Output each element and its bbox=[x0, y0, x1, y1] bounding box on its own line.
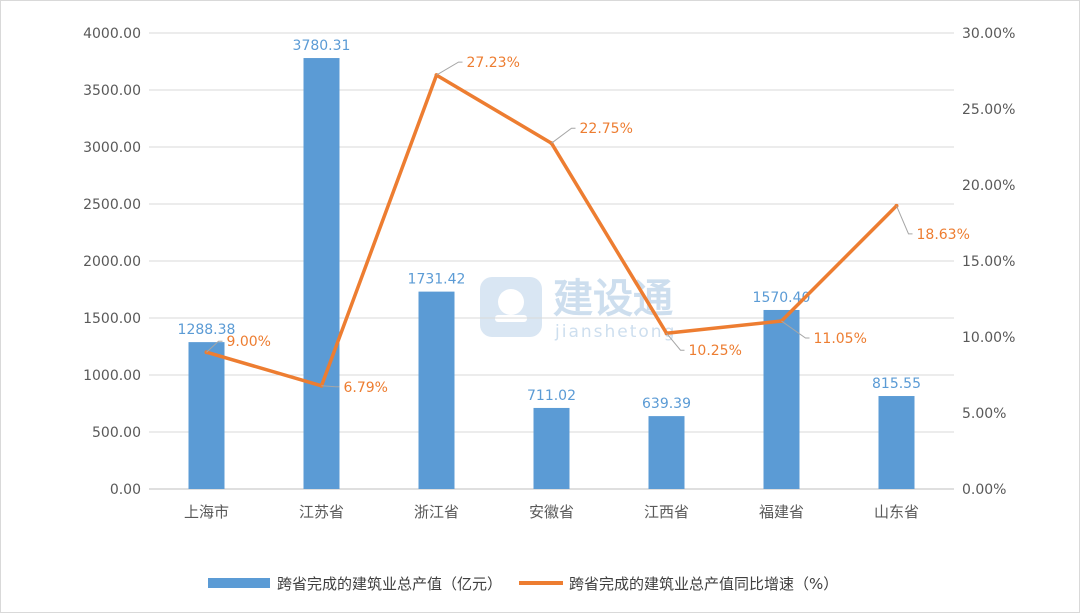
legend: 跨省完成的建筑业总产值（亿元） 跨省完成的建筑业总产值同比增速（%） bbox=[208, 575, 838, 593]
y-right-tick-label: 30.00% bbox=[962, 26, 1015, 42]
line-data-label: 22.75% bbox=[580, 121, 633, 137]
line-data-label: 18.63% bbox=[917, 227, 970, 243]
bar bbox=[648, 416, 685, 489]
x-tick-label: 江西省 bbox=[644, 503, 689, 521]
x-tick-label: 上海市 bbox=[184, 503, 229, 521]
y-right-tick-label: 15.00% bbox=[962, 254, 1015, 270]
y-right-tick-label: 20.00% bbox=[962, 178, 1015, 194]
y-axis-right: 0.00% 5.00% 10.00% 15.00% 20.00% 25.00% 30.00% bbox=[962, 26, 1015, 498]
watermark-sub: jianshetong bbox=[554, 322, 676, 342]
bar bbox=[878, 396, 915, 489]
line-label-leader bbox=[781, 320, 810, 339]
y-left-tick-label: 500.00 bbox=[92, 425, 141, 441]
watermark-helmet-icon bbox=[498, 289, 524, 315]
line-data-label: 11.05% bbox=[814, 331, 867, 347]
y-left-tick-label: 1500.00 bbox=[83, 311, 141, 327]
x-tick-label: 安徽省 bbox=[529, 503, 574, 521]
line-label-leader bbox=[666, 332, 685, 351]
bar-data-label: 639.39 bbox=[642, 396, 691, 412]
line-label-leader bbox=[551, 127, 576, 144]
y-left-tick-label: 0.00 bbox=[110, 482, 141, 498]
line-label-leader bbox=[896, 205, 913, 235]
line-data-label: 9.00% bbox=[227, 334, 271, 350]
bar bbox=[418, 291, 455, 489]
y-left-tick-label: 3500.00 bbox=[83, 83, 141, 99]
legend-line-label: 跨省完成的建筑业总产值同比增速（%） bbox=[569, 575, 838, 593]
y-left-tick-label: 2000.00 bbox=[83, 254, 141, 270]
x-tick-label: 江苏省 bbox=[299, 503, 344, 521]
line-data-label: 6.79% bbox=[344, 380, 388, 396]
bar-data-label: 815.55 bbox=[872, 376, 921, 392]
watermark-brand: 建设通 bbox=[553, 276, 673, 322]
y-right-tick-label: 10.00% bbox=[962, 330, 1015, 346]
legend-bar-swatch bbox=[208, 578, 270, 588]
bar bbox=[763, 309, 800, 489]
x-tick-label: 山东省 bbox=[874, 503, 919, 521]
bar bbox=[533, 407, 570, 489]
bar bbox=[303, 58, 340, 490]
bar-data-label: 711.02 bbox=[527, 388, 576, 404]
line-label-leader bbox=[436, 61, 463, 76]
bar-data-label: 3780.31 bbox=[293, 38, 351, 54]
bar bbox=[188, 342, 225, 489]
legend-bar-label: 跨省完成的建筑业总产值（亿元） bbox=[277, 575, 502, 593]
line-data-label: 27.23% bbox=[467, 55, 520, 71]
x-tick-label: 浙江省 bbox=[414, 503, 459, 521]
bar-data-label: 1288.38 bbox=[178, 322, 236, 338]
y-right-tick-label: 5.00% bbox=[962, 406, 1006, 422]
bar-series: 1288.38 3780.31 1731.42 711.02 639.39 1570.40… bbox=[178, 38, 921, 490]
y-left-tick-label: 2500.00 bbox=[83, 197, 141, 213]
bar-data-label: 1570.40 bbox=[753, 290, 811, 306]
y-right-tick-label: 0.00% bbox=[962, 482, 1006, 498]
line-data-label: 10.25% bbox=[689, 343, 742, 359]
y-right-tick-label: 25.00% bbox=[962, 102, 1015, 118]
x-tick-label: 福建省 bbox=[759, 503, 804, 521]
line-label-leader bbox=[321, 385, 340, 388]
y-left-tick-label: 3000.00 bbox=[83, 140, 141, 156]
watermark: 建设通 jianshetong bbox=[480, 276, 676, 342]
y-left-tick-label: 1000.00 bbox=[83, 368, 141, 384]
line-series: 9.00% 6.79% 27.23% 22.75% 10.25% 11.05% 18.63% bbox=[204, 55, 970, 396]
legend-line-swatch bbox=[519, 581, 563, 585]
bar-data-label: 1731.42 bbox=[408, 272, 466, 288]
x-axis: 上海市 江苏省 浙江省 安徽省 江西省 福建省 山东省 bbox=[184, 503, 919, 521]
y-axis-left: 0.00 500.00 1000.00 1500.00 2000.00 2500.00 30… bbox=[83, 26, 141, 498]
line-label-leader bbox=[206, 340, 223, 353]
y-left-tick-label: 4000.00 bbox=[83, 26, 141, 42]
